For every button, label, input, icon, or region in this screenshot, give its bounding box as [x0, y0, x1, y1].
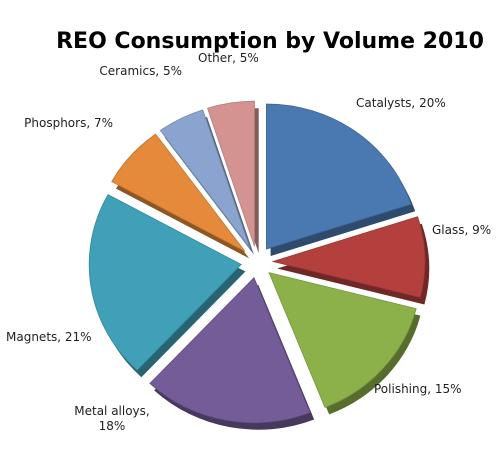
slice-label: Catalysts, 20% [356, 96, 446, 110]
pie-slice-face [111, 133, 246, 252]
pie-slice-face [266, 103, 412, 250]
pie-slice-face [88, 194, 242, 371]
slice-label: Other, 5% [198, 51, 259, 65]
pie-slice [149, 277, 315, 430]
pie-slice [88, 194, 246, 378]
pie-slice-face [207, 100, 255, 247]
pie-slice [207, 100, 259, 254]
pie-slice [268, 272, 421, 415]
pie-slice-face [271, 216, 426, 299]
slice-label: Glass, 9% [432, 223, 491, 237]
slice-label: Ceramics, 5% [99, 64, 182, 78]
slice-label: Polishing, 15% [374, 382, 462, 396]
slice-label: Phosphors, 7% [24, 116, 113, 130]
pie-slices [88, 100, 430, 430]
pie-slice [266, 103, 416, 257]
pie-slice-face [268, 272, 417, 408]
pie-slice-face [149, 277, 311, 424]
pie-slice-face [159, 109, 251, 248]
pie-labels: Catalysts, 20% Glass, 9% Polishing, 15% Met… [6, 51, 491, 433]
chart-title: REO Consumption by Volume 2010 [56, 29, 484, 54]
slice-label: Magnets, 21% [6, 330, 92, 344]
pie-slice [271, 216, 430, 305]
pie-slice [159, 109, 254, 255]
slice-label: Metal alloys, 18% [74, 404, 149, 433]
pie-slice [111, 133, 250, 259]
